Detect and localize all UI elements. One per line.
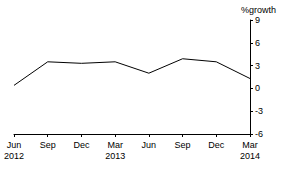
svg-text:%growth: %growth: [241, 5, 276, 15]
svg-text:Mar: Mar: [242, 140, 258, 150]
svg-text:Sep: Sep: [40, 140, 56, 150]
svg-text:0: 0: [255, 83, 260, 93]
svg-text:2013: 2013: [105, 151, 125, 161]
svg-text:3: 3: [255, 61, 260, 71]
svg-text:Dec: Dec: [73, 140, 90, 150]
svg-text:-6: -6: [255, 129, 263, 139]
svg-text:Mar: Mar: [107, 140, 123, 150]
svg-text:-3: -3: [255, 106, 263, 116]
svg-text:Sep: Sep: [175, 140, 191, 150]
svg-text:2012: 2012: [4, 151, 24, 161]
svg-text:6: 6: [255, 38, 260, 48]
svg-text:2014: 2014: [240, 151, 260, 161]
svg-text:9: 9: [255, 15, 260, 25]
svg-text:Jun: Jun: [7, 140, 22, 150]
svg-text:Dec: Dec: [208, 140, 225, 150]
svg-text:Jun: Jun: [142, 140, 157, 150]
